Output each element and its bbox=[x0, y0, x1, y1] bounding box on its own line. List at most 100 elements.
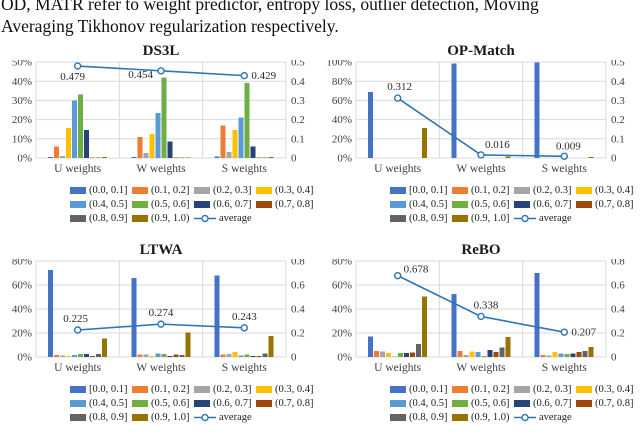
legend-item-bin: (0.5, 0.6] bbox=[132, 396, 194, 410]
legend-label: (0.5, 0.6] bbox=[471, 397, 510, 409]
legend-swatch bbox=[514, 200, 530, 208]
left-axis-tick-label: 20% bbox=[12, 328, 32, 340]
bar bbox=[149, 355, 155, 357]
left-axis-tick-label: 100% bbox=[326, 60, 352, 69]
bar bbox=[226, 152, 232, 158]
legend-label: (0.7, 0.8] bbox=[595, 397, 634, 409]
bar bbox=[374, 351, 380, 357]
legend-swatch bbox=[256, 200, 272, 208]
legend-item-bin: (0.9, 1.0) bbox=[452, 410, 514, 424]
bar bbox=[84, 130, 90, 158]
legend-swatch bbox=[452, 186, 468, 194]
average-value-label: 0.454 bbox=[128, 69, 153, 81]
bar bbox=[232, 130, 238, 158]
right-axis-tick-label: 0 bbox=[611, 153, 617, 165]
average-marker bbox=[157, 67, 165, 75]
left-axis-tick-label: 60% bbox=[332, 280, 352, 292]
average-line-icon bbox=[194, 214, 216, 222]
legend-ds3l: (0.0, 0.1] (0.1, 0.2] (0.2, 0.3] (0.3, 0.4]… bbox=[70, 183, 320, 225]
legend-item-bin: (0.4, 0.5] bbox=[70, 197, 132, 211]
legend-swatch bbox=[132, 200, 148, 208]
bar bbox=[161, 77, 167, 158]
bar bbox=[422, 296, 428, 357]
average-marker bbox=[240, 324, 249, 332]
legend-label: [0.0, 0.1] bbox=[409, 184, 448, 196]
legend-item-bin: (0.7, 0.8] bbox=[576, 396, 638, 410]
average-value-label: 0.274 bbox=[149, 307, 174, 319]
bar bbox=[167, 355, 173, 357]
legend-swatch bbox=[132, 399, 148, 407]
legend-label: (0.5, 0.6] bbox=[151, 397, 190, 409]
chart-canvas: 0% 0 20% 0.1 40% 0.2 60% 0.3 80% 0.4 100% 0.5 U weig… bbox=[326, 57, 625, 175]
legend-rebo: (0.0, 0.1] (0.1, 0.2] (0.2, 0.3] (0.3, 0.4]… bbox=[390, 382, 640, 424]
legend-item-bin: (0.8, 0.9] bbox=[390, 410, 452, 424]
bar bbox=[410, 352, 416, 357]
bar bbox=[582, 351, 588, 357]
bar bbox=[481, 355, 487, 357]
plot-area-ds3l: 0% 0 10% 0.1 20% 0.2 30% 0.3 40% 0.4 50% 0.5 U weigh… bbox=[0, 57, 320, 178]
legend-swatch bbox=[194, 399, 210, 407]
bar bbox=[469, 351, 475, 357]
left-axis-tick-label: 40% bbox=[12, 304, 32, 316]
bar bbox=[137, 354, 143, 357]
legend-item-bin: (0.8, 0.9] bbox=[390, 211, 452, 225]
legend-label: (0.2, 0.3] bbox=[533, 383, 572, 395]
legend-label: (0.5, 0.6] bbox=[471, 198, 510, 210]
right-axis-tick-label: 0.1 bbox=[611, 133, 625, 145]
bar bbox=[588, 157, 594, 158]
bar bbox=[66, 356, 72, 357]
legend-label: (0.8, 0.9] bbox=[89, 212, 128, 224]
chart-title-ds3l: DS3L bbox=[142, 43, 180, 59]
bar bbox=[226, 354, 232, 357]
legend-item-bin: (0.3, 0.4] bbox=[256, 183, 318, 197]
legend-label: (0.0, 0.1] bbox=[409, 383, 448, 395]
average-value-label: 0.338 bbox=[474, 299, 499, 311]
bar bbox=[143, 153, 149, 158]
category-label: S weights bbox=[222, 362, 268, 374]
legend-label: (0.8, 0.9] bbox=[89, 411, 128, 423]
chart-canvas: 0% 0 20% 0.2 40% 0.4 60% 0.6 80% 0.8 U weights W we… bbox=[12, 256, 305, 374]
bar bbox=[137, 136, 143, 158]
average-marker bbox=[560, 328, 569, 336]
category-label: S weights bbox=[542, 163, 588, 175]
legend-label: (0.3, 0.4] bbox=[275, 184, 314, 196]
legend-item-average: average bbox=[514, 410, 576, 424]
average-value-label: 0.429 bbox=[251, 70, 276, 82]
bar bbox=[214, 156, 220, 158]
legend-label: average bbox=[219, 212, 252, 224]
legend-label: (0.9, 1.0) bbox=[151, 212, 190, 224]
legend-swatch bbox=[256, 186, 272, 194]
bar bbox=[78, 94, 84, 158]
bar bbox=[386, 352, 392, 357]
bar bbox=[131, 277, 137, 357]
left-axis-tick-label: 40% bbox=[332, 304, 352, 316]
bar bbox=[416, 343, 422, 357]
category-label: W weights bbox=[456, 362, 506, 374]
legend-item-bin: (0.7, 0.8] bbox=[256, 197, 318, 211]
legend-swatch bbox=[70, 413, 86, 421]
bar bbox=[368, 92, 374, 158]
legend-label: (0.1, 0.2] bbox=[471, 184, 510, 196]
category-label: W weights bbox=[136, 362, 186, 374]
bar bbox=[96, 354, 102, 357]
left-axis-tick-label: 20% bbox=[332, 328, 352, 340]
legend-swatch bbox=[390, 200, 406, 208]
legend-label: (0.9, 1.0] bbox=[471, 212, 510, 224]
legend-item-bin: (0.9, 1.0] bbox=[132, 410, 194, 424]
legend-item-bin: (0.5, 0.6] bbox=[132, 197, 194, 211]
right-axis-tick-label: 0.3 bbox=[291, 95, 305, 107]
bar bbox=[72, 354, 78, 357]
legend-label: (0.4, 0.5] bbox=[409, 198, 448, 210]
legend-label: (0.7, 0.8] bbox=[275, 198, 314, 210]
legend-item-bin: (0.1, 0.2] bbox=[132, 382, 194, 396]
legend-swatch bbox=[390, 385, 406, 393]
category-label: W weights bbox=[136, 163, 186, 175]
legend-swatch bbox=[452, 399, 468, 407]
legend-swatch bbox=[576, 200, 592, 208]
caption-text: OD, MATR refer to weight predictor, entr… bbox=[1, 0, 639, 37]
chart-ds3l: DS3L 0% 0 10% 0.1 20% 0.2 30% 0.3 40% 0.4 50% 0.5 U … bbox=[0, 40, 320, 239]
legend-item-bin: (0.8, 0.9] bbox=[70, 211, 132, 225]
legend-item-bin: (0.2, 0.3] bbox=[194, 183, 256, 197]
right-axis-tick-label: 0.8 bbox=[291, 259, 305, 268]
average-marker bbox=[477, 312, 485, 321]
